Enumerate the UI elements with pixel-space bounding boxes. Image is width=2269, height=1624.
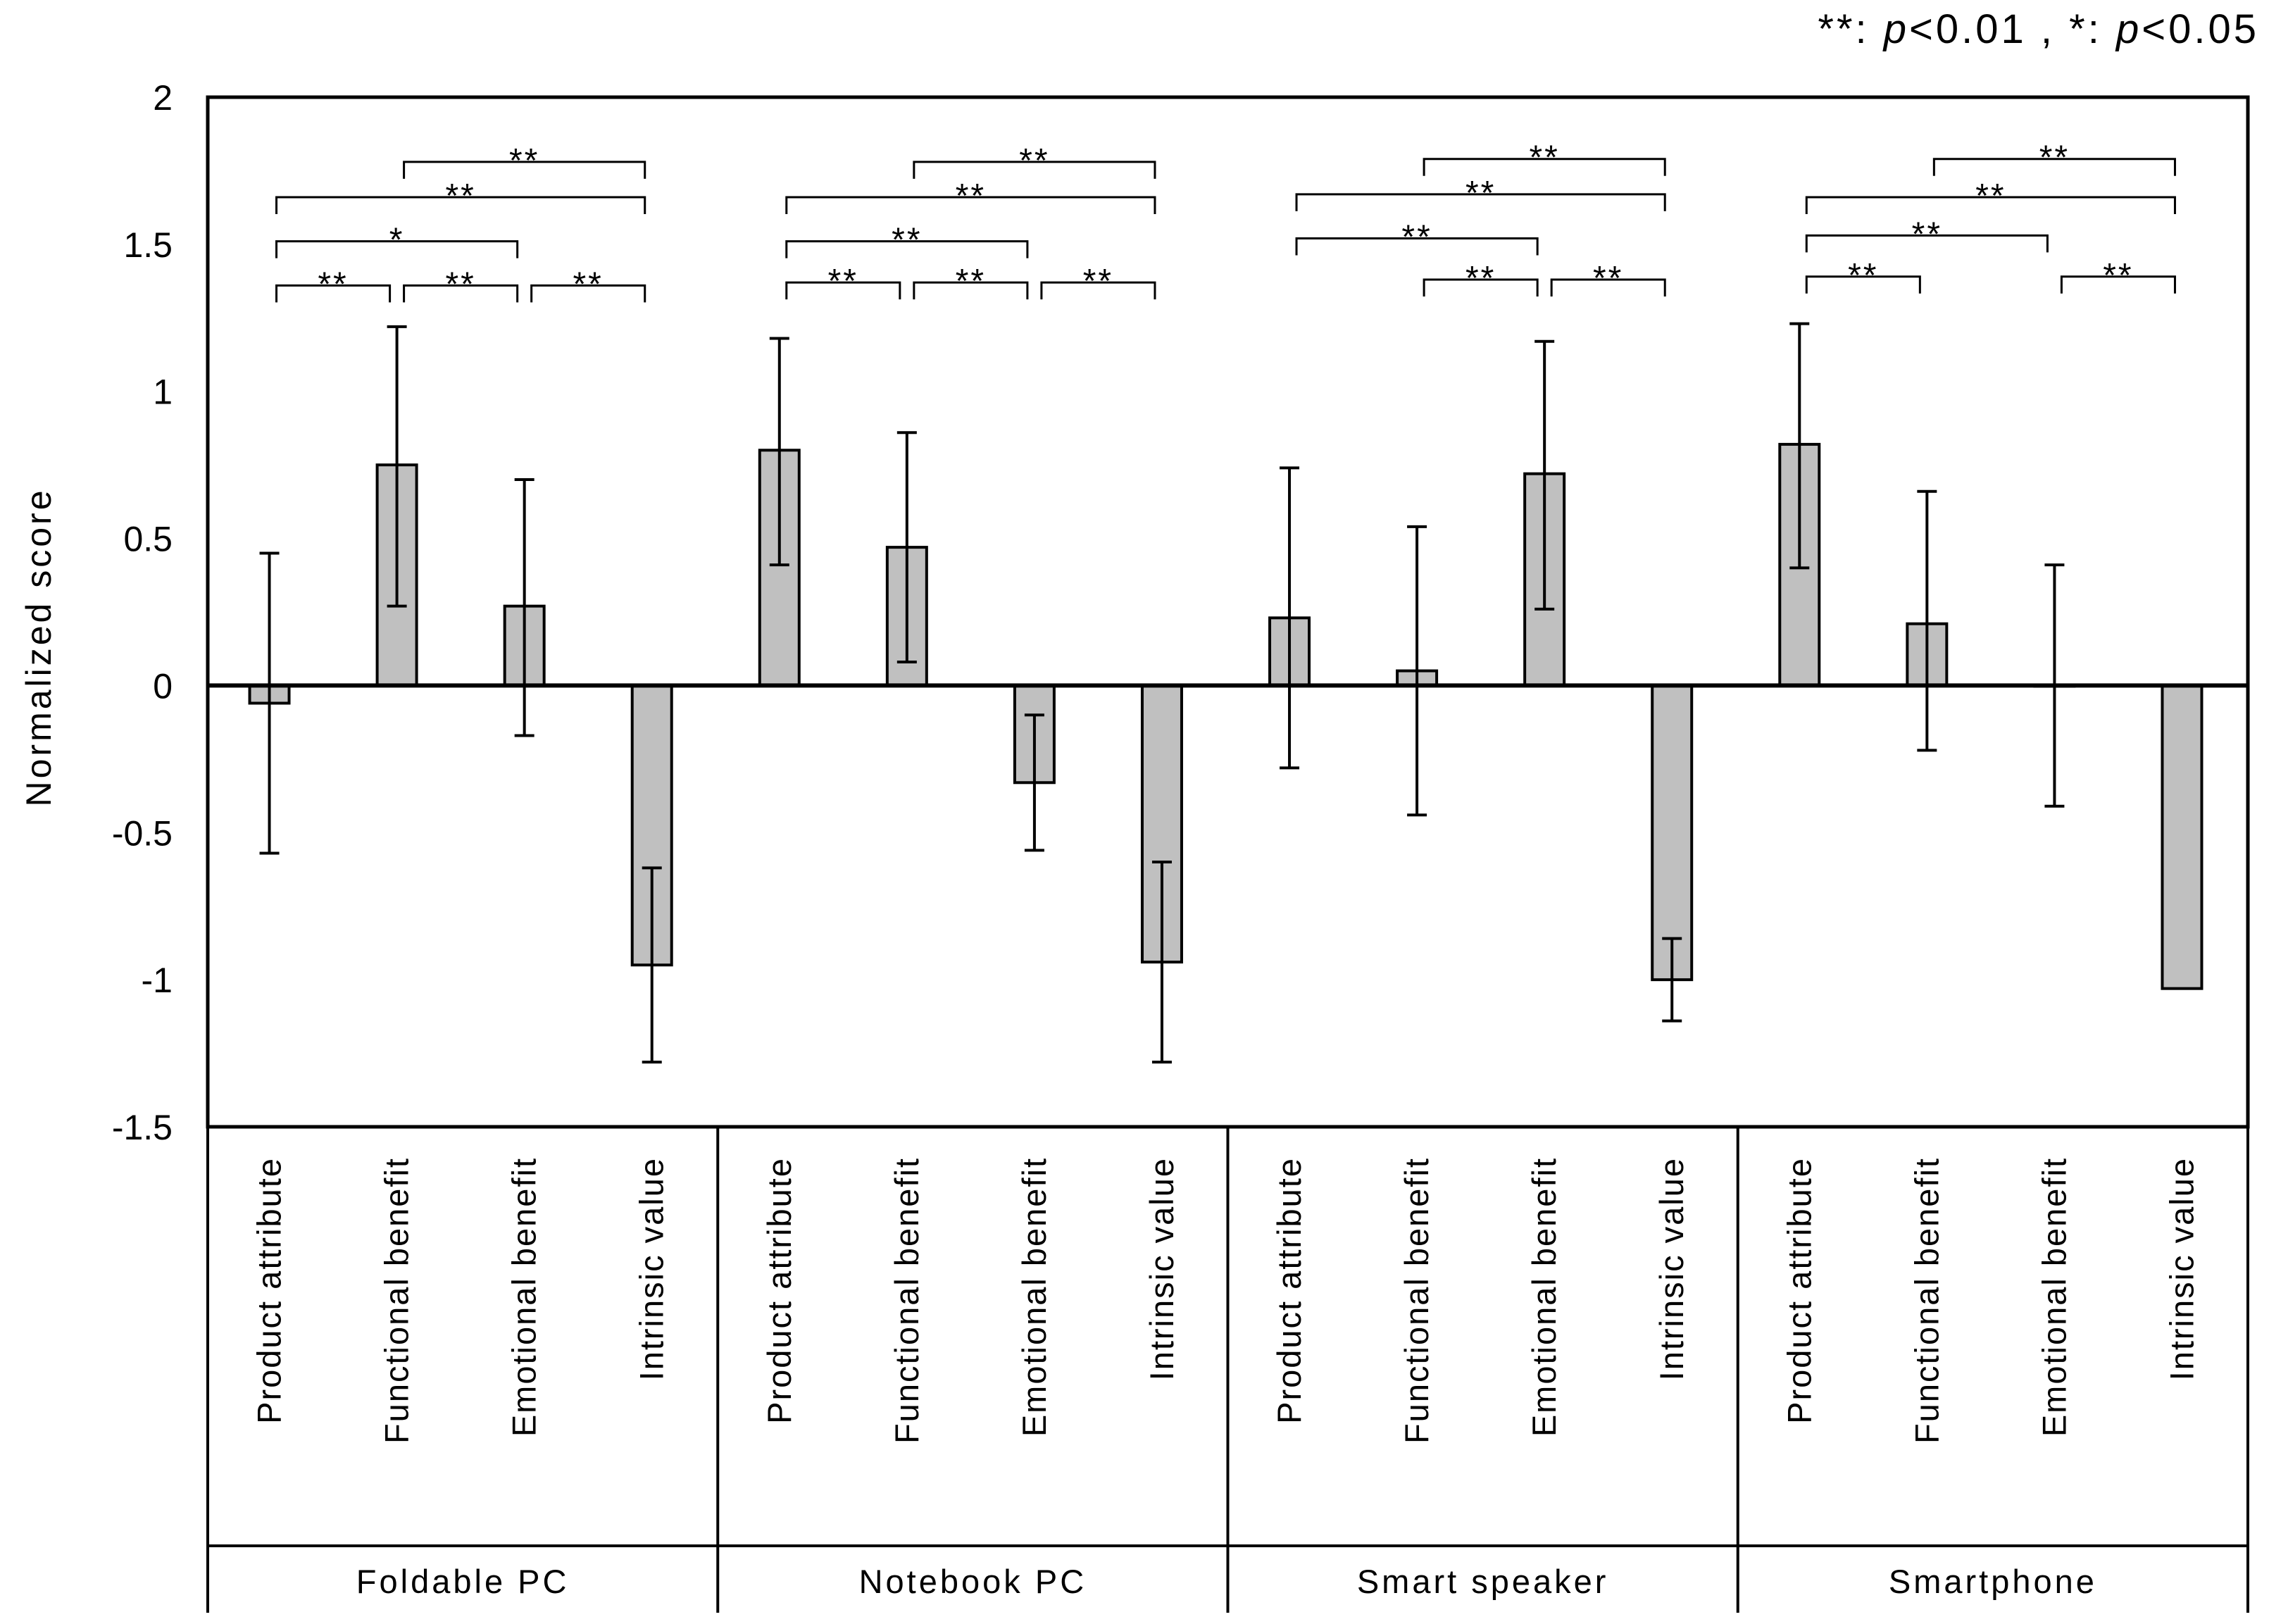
significance-bracket: [1295, 193, 1666, 211]
y-tick-label: 0: [153, 666, 173, 706]
significance-stars: **: [445, 266, 475, 303]
bar: [758, 449, 801, 687]
significance-bracket: [403, 284, 519, 303]
significance-bracket: [1295, 237, 1539, 256]
x-category-label: Functional benefit: [888, 1157, 925, 1444]
significance-bracket: [275, 284, 392, 303]
significance-stars: **: [892, 222, 922, 259]
x-group-label: Notebook PC: [859, 1563, 1087, 1600]
x-category-label: Product attribute: [251, 1157, 288, 1424]
x-category-label: Intrinsic value: [1143, 1157, 1180, 1380]
significance-stars: **: [956, 177, 986, 215]
x-category-label: Emotional benefit: [1525, 1157, 1563, 1437]
x-category-label: Product attribute: [761, 1157, 798, 1424]
x-category-label: Emotional benefit: [506, 1157, 543, 1437]
y-tick-label: 1.5: [123, 225, 173, 265]
x-group-label: Smart speaker: [1357, 1563, 1609, 1600]
legend-double-star: **: [1818, 6, 1856, 52]
significance-stars: **: [509, 142, 539, 180]
x-category-label: Functional benefit: [378, 1157, 415, 1444]
x-category-label: Intrinsic value: [633, 1157, 670, 1380]
legend-double-value: <0.01 ,: [1909, 6, 2056, 52]
significance-stars: **: [1529, 139, 1559, 177]
significance-stars: **: [956, 263, 986, 300]
x-category-label: Intrinsic value: [2163, 1157, 2200, 1380]
significance-bracket: [913, 281, 1029, 300]
significance-bracket: [785, 240, 1029, 258]
y-tick-label: 0.5: [123, 520, 173, 559]
legend-single-star: *: [2069, 6, 2088, 52]
significance-stars: **: [1593, 260, 1623, 297]
y-tick-label: -1.5: [112, 1108, 173, 1147]
x-group-label: Foldable PC: [356, 1563, 570, 1600]
significance-stars: *: [389, 222, 405, 259]
significance-bracket: [1423, 158, 1666, 176]
x-category-label: Functional benefit: [1908, 1157, 1945, 1444]
x-category-label: Product attribute: [1780, 1157, 1818, 1424]
significance-bracket: [2060, 275, 2176, 294]
x-category-label: Emotional benefit: [1015, 1157, 1053, 1437]
significance-bracket: [785, 196, 1156, 215]
significance-stars: **: [318, 266, 348, 303]
y-axis-label: Normalized score: [19, 487, 58, 806]
bar: [1651, 684, 1694, 982]
x-category-label: Emotional benefit: [2035, 1157, 2073, 1437]
significance-bracket: [1805, 234, 2049, 253]
legend-single-value: <0.05: [2142, 6, 2259, 52]
y-tick-label: -0.5: [112, 813, 173, 853]
significance-stars: **: [1083, 263, 1113, 300]
significance-stars: **: [1912, 216, 1942, 253]
x-category-label: Intrinsic value: [1653, 1157, 1690, 1380]
y-tick-label: 2: [153, 78, 173, 118]
significance-bracket: [1932, 158, 2176, 176]
significance-stars: **: [1848, 257, 1878, 294]
significance-bracket: [913, 161, 1156, 179]
significance-bracket: [275, 240, 519, 258]
significance-stars: **: [1401, 219, 1432, 256]
significance-stars: **: [828, 263, 858, 300]
y-tick-label: -1: [142, 961, 173, 1000]
significance-stars: **: [1465, 260, 1496, 297]
significance-bracket: [1550, 278, 1666, 296]
significance-stars: **: [445, 177, 475, 215]
significance-bracket: [1805, 275, 1921, 294]
significance-stars: **: [1465, 175, 1496, 212]
significance-bracket: [403, 161, 646, 179]
bar: [2161, 684, 2204, 990]
significance-bracket: [1423, 278, 1539, 296]
significance-bracket: [530, 284, 646, 303]
significance-stars: **: [2103, 257, 2133, 294]
x-category-label: Functional benefit: [1398, 1157, 1435, 1444]
y-tick-label: 1: [153, 373, 173, 412]
legend-p-symbol: p: [2115, 6, 2142, 52]
significance-stars: **: [2039, 139, 2070, 177]
significance-bracket: [1040, 281, 1156, 300]
significance-stars: **: [573, 266, 604, 303]
significance-bracket: [785, 281, 901, 300]
x-group-label: Smartphone: [1889, 1563, 2097, 1600]
significance-bracket: [275, 196, 646, 215]
significance-legend: **: p<0.01 , *: p<0.05: [1818, 6, 2259, 52]
significance-bracket: [1805, 196, 2176, 215]
legend-p-symbol: p: [1883, 6, 1910, 52]
significance-stars: **: [1019, 142, 1049, 180]
x-category-label: Product attribute: [1270, 1157, 1308, 1424]
significance-stars: **: [1975, 177, 2006, 215]
